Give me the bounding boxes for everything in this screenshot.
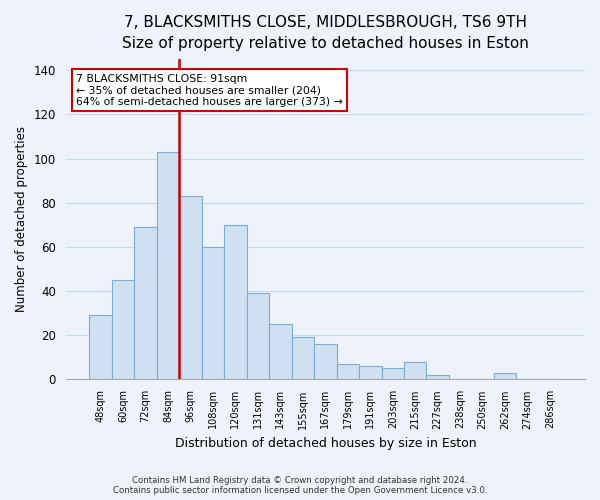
- Bar: [269, 324, 292, 380]
- Bar: [382, 368, 404, 380]
- Bar: [247, 294, 269, 380]
- Bar: [134, 227, 157, 380]
- Bar: [202, 247, 224, 380]
- Title: 7, BLACKSMITHS CLOSE, MIDDLESBROUGH, TS6 9TH
Size of property relative to detach: 7, BLACKSMITHS CLOSE, MIDDLESBROUGH, TS6…: [122, 15, 529, 51]
- Bar: [314, 344, 337, 380]
- Bar: [179, 196, 202, 380]
- Bar: [359, 366, 382, 380]
- Bar: [112, 280, 134, 380]
- Bar: [337, 364, 359, 380]
- Bar: [292, 338, 314, 380]
- Bar: [427, 375, 449, 380]
- Bar: [404, 362, 427, 380]
- Text: Contains HM Land Registry data © Crown copyright and database right 2024.
Contai: Contains HM Land Registry data © Crown c…: [113, 476, 487, 495]
- Bar: [224, 225, 247, 380]
- Bar: [494, 373, 517, 380]
- Bar: [89, 316, 112, 380]
- Y-axis label: Number of detached properties: Number of detached properties: [15, 126, 28, 312]
- Text: 7 BLACKSMITHS CLOSE: 91sqm
← 35% of detached houses are smaller (204)
64% of sem: 7 BLACKSMITHS CLOSE: 91sqm ← 35% of deta…: [76, 74, 343, 106]
- X-axis label: Distribution of detached houses by size in Eston: Distribution of detached houses by size …: [175, 437, 476, 450]
- Bar: [157, 152, 179, 380]
